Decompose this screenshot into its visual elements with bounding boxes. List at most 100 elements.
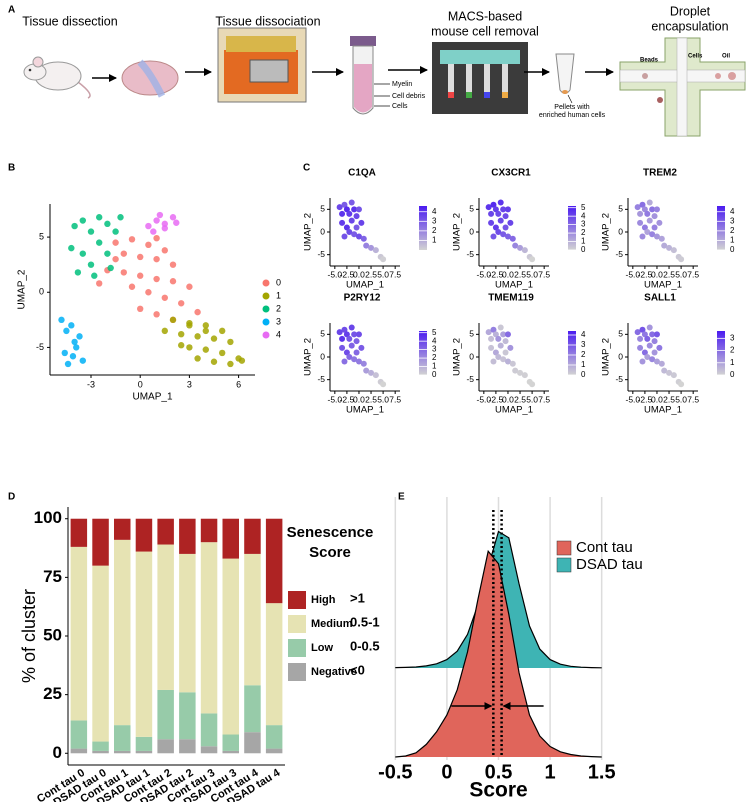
point [91, 272, 98, 279]
colorbar-label: 2 [432, 226, 437, 235]
bar-segment [265, 603, 283, 726]
panel-title: C1QA [348, 168, 376, 179]
y-tick-label: 5 [469, 329, 474, 339]
colorbar-label: 2 [730, 226, 735, 235]
point [521, 247, 528, 254]
mouse-icon [23, 56, 91, 99]
macs-rack [432, 42, 528, 114]
point [372, 372, 379, 379]
bar-segment [157, 739, 174, 754]
step-title: Droplet [670, 4, 711, 18]
point [368, 244, 375, 251]
point [529, 381, 536, 388]
point [653, 233, 660, 240]
y-tick-label: 5 [320, 204, 325, 214]
y-tick-label: 5 [39, 231, 44, 241]
x-tick-label: 5.0 [377, 394, 389, 404]
point [490, 358, 497, 365]
point [137, 305, 144, 313]
point [360, 360, 367, 367]
tube-icon [350, 36, 390, 115]
point [649, 331, 656, 338]
bar-segment [114, 725, 131, 751]
point [363, 367, 370, 374]
y-tick-label: -5 [466, 374, 474, 384]
legend-range: >1 [350, 590, 365, 605]
point [500, 231, 507, 238]
point [153, 311, 160, 318]
point [194, 308, 201, 316]
point [210, 358, 218, 365]
bar-segment [157, 689, 174, 740]
point [488, 210, 495, 217]
point [651, 349, 658, 356]
legend-swatch [262, 292, 270, 300]
point [646, 217, 653, 224]
point [353, 213, 360, 220]
point [495, 354, 502, 360]
point [649, 356, 656, 363]
point [666, 369, 673, 376]
y-axis-label: UMAP_2 [17, 269, 28, 309]
colorbar-label: 4 [432, 207, 437, 216]
x-tick-label: -5.0 [327, 269, 342, 279]
point [343, 206, 350, 213]
x-tick-label: 0.5 [485, 761, 513, 783]
x-tick-label: 5.0 [526, 394, 538, 404]
y-tick-label: -5 [615, 374, 623, 384]
point [644, 210, 651, 217]
point [58, 316, 65, 324]
x-tick-label: -2.5 [340, 269, 355, 279]
point [336, 204, 343, 211]
point [112, 255, 119, 263]
y-tick-label: 5 [618, 329, 623, 339]
point [380, 256, 387, 263]
legend-label: 1 [276, 290, 281, 300]
x-tick-label: 2.5 [365, 269, 377, 279]
bar-segment [222, 734, 239, 751]
point [112, 239, 119, 246]
bar-segment [70, 518, 88, 547]
point [507, 219, 514, 226]
step-title: MACS-based [448, 9, 522, 23]
point [372, 247, 379, 254]
point [194, 333, 201, 340]
bar-segment [200, 518, 218, 543]
point [368, 369, 375, 376]
point [161, 294, 168, 301]
legend-label: Cont tau [576, 539, 633, 556]
colorbar-label: 2 [432, 353, 437, 362]
bar-segment [70, 546, 88, 721]
legend-swatch [288, 663, 306, 681]
colorbar-label: 0 [730, 245, 735, 254]
bar-segment [135, 551, 153, 737]
point [649, 206, 656, 213]
point [497, 324, 504, 331]
x-tick-label: 1 [545, 761, 556, 783]
point [504, 206, 511, 213]
x-axis-label: UMAP_1 [346, 405, 384, 416]
y-tick-label: 5 [618, 204, 623, 214]
bar-segment [222, 558, 239, 735]
colorbar-label: 5 [432, 328, 437, 337]
x-tick-label: 7.5 [389, 269, 401, 279]
point [87, 261, 95, 268]
point [512, 242, 519, 249]
point [87, 228, 95, 235]
point [137, 272, 144, 279]
point [169, 214, 177, 221]
x-tick-label: 5.0 [377, 269, 389, 279]
point [178, 300, 185, 307]
point [653, 331, 660, 338]
point [68, 322, 75, 329]
x-tick-label: 7.5 [687, 394, 699, 404]
point [521, 372, 528, 379]
colorbar-label: 2 [730, 346, 735, 355]
point [509, 360, 516, 367]
point [202, 346, 209, 353]
point [512, 367, 519, 374]
point [653, 358, 660, 365]
point [96, 214, 103, 221]
colorbar [419, 331, 427, 375]
colorbar-label: 1 [730, 236, 735, 245]
